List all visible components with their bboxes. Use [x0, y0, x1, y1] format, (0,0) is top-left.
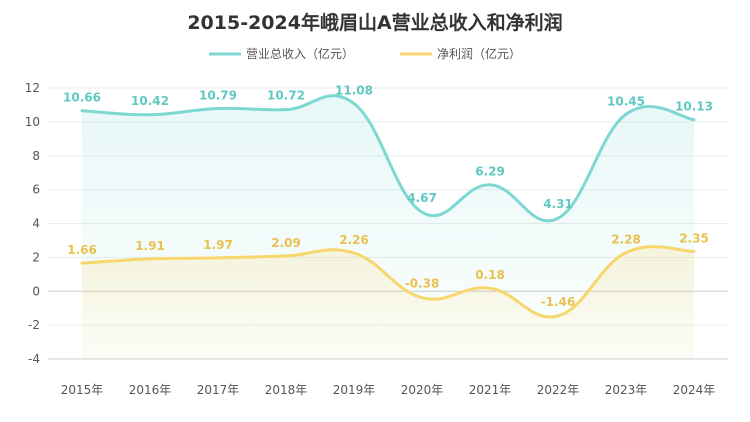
- x-tick-label: 2022年: [537, 383, 580, 397]
- y-tick-label: 10: [25, 115, 40, 129]
- x-tick-label: 2019年: [333, 383, 376, 397]
- data-label-revenue: 10.13: [675, 100, 713, 114]
- data-label-revenue: 10.45: [607, 94, 645, 108]
- legend-label-revenue: 营业总收入（亿元）: [246, 46, 354, 61]
- x-tick-label: 2017年: [197, 383, 240, 397]
- x-axis: 2015年 2016年 2017年 2018年 2019年 2020年 2021年 2022年…: [61, 383, 716, 397]
- x-tick-label: 2023年: [605, 383, 648, 397]
- series-line-net-profit: [80, 245, 696, 319]
- data-label-net-profit: 1.97: [203, 238, 233, 252]
- legend-item-revenue[interactable]: 营业总收入（亿元）: [209, 46, 354, 61]
- data-label-revenue: 4.67: [407, 191, 437, 205]
- data-label-revenue: 10.42: [131, 94, 169, 108]
- area-fill-net-profit: [82, 246, 694, 359]
- y-tick-label: 6: [32, 183, 40, 197]
- y-tick-label: 0: [32, 284, 40, 298]
- data-label-revenue: 4.31: [543, 197, 573, 211]
- y-tick-label: 12: [25, 81, 40, 95]
- y-tick-label: 2: [32, 250, 40, 264]
- data-labels: 10.66 10.42 10.79 10.72 11.08 4.67 6.29 4.31 10.…: [63, 84, 713, 309]
- data-label-revenue: 10.79: [199, 88, 237, 102]
- y-axis: -4 -2 0 2 4 6 8 10 12: [25, 81, 728, 366]
- x-tick-label: 2015年: [61, 383, 104, 397]
- y-tick-label: -2: [28, 318, 40, 332]
- data-label-net-profit: 2.09: [271, 236, 301, 250]
- area-fills: [82, 95, 694, 360]
- series-line-revenue: [80, 94, 696, 223]
- data-label-net-profit: 2.35: [679, 231, 709, 245]
- data-label-net-profit: 0.18: [475, 268, 505, 282]
- y-tick-label: 4: [32, 217, 40, 231]
- chart-title: 2015-2024年峨眉山A营业总收入和净利润: [187, 11, 562, 34]
- data-label-net-profit: 1.91: [135, 239, 165, 253]
- x-tick-label: 2018年: [265, 383, 308, 397]
- y-tick-label: -4: [28, 352, 40, 366]
- x-tick-label: 2024年: [673, 383, 716, 397]
- legend-item-net-profit[interactable]: 净利润（亿元）: [400, 46, 521, 61]
- x-tick-label: 2016年: [129, 383, 172, 397]
- y-tick-label: 8: [32, 149, 40, 163]
- legend: 营业总收入（亿元） 净利润（亿元）: [209, 46, 521, 61]
- data-label-net-profit: 2.28: [611, 233, 641, 247]
- legend-label-net-profit: 净利润（亿元）: [437, 46, 521, 61]
- data-label-net-profit: -0.38: [405, 277, 440, 291]
- data-label-revenue: 11.08: [335, 84, 373, 98]
- data-label-net-profit: 2.26: [339, 233, 369, 247]
- series-lines: [80, 94, 696, 319]
- x-tick-label: 2021年: [469, 383, 512, 397]
- data-label-net-profit: -1.46: [541, 295, 576, 309]
- data-label-net-profit: 1.66: [67, 243, 97, 257]
- data-label-revenue: 10.66: [63, 91, 101, 105]
- data-label-revenue: 6.29: [475, 165, 505, 179]
- data-label-revenue: 10.72: [267, 89, 305, 103]
- x-tick-label: 2020年: [401, 383, 444, 397]
